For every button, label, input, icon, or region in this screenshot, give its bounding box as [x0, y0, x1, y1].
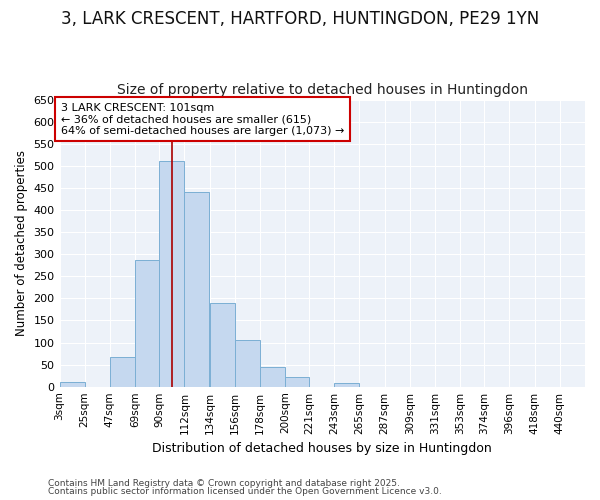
Bar	[285, 377, 309, 386]
X-axis label: Distribution of detached houses by size in Huntingdon: Distribution of detached houses by size …	[152, 442, 492, 455]
Bar	[260, 367, 285, 386]
Bar	[60, 382, 85, 386]
Text: 3, LARK CRESCENT, HARTFORD, HUNTINGDON, PE29 1YN: 3, LARK CRESCENT, HARTFORD, HUNTINGDON, …	[61, 10, 539, 28]
Bar	[334, 383, 359, 386]
Title: Size of property relative to detached houses in Huntingdon: Size of property relative to detached ho…	[117, 83, 528, 97]
Text: Contains public sector information licensed under the Open Government Licence v3: Contains public sector information licen…	[48, 488, 442, 496]
Bar	[209, 303, 235, 386]
Text: 3 LARK CRESCENT: 101sqm
← 36% of detached houses are smaller (615)
64% of semi-d: 3 LARK CRESCENT: 101sqm ← 36% of detache…	[61, 102, 344, 136]
Bar	[110, 357, 135, 386]
Bar	[235, 340, 260, 386]
Bar	[160, 160, 184, 386]
Text: Contains HM Land Registry data © Crown copyright and database right 2025.: Contains HM Land Registry data © Crown c…	[48, 478, 400, 488]
Y-axis label: Number of detached properties: Number of detached properties	[15, 150, 28, 336]
Bar	[135, 260, 159, 386]
Bar	[184, 192, 209, 386]
